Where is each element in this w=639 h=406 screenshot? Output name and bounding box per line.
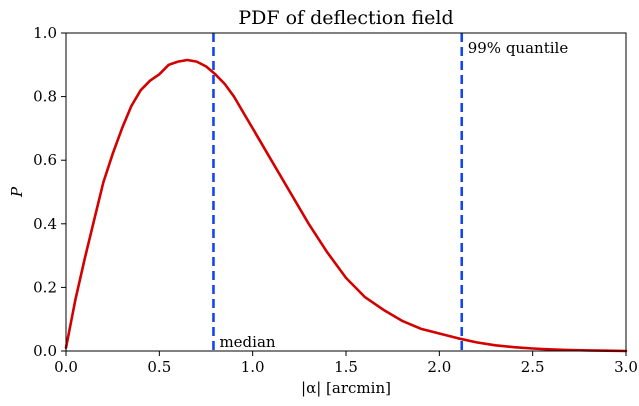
- y-tick-label-1: 0.2: [33, 278, 57, 296]
- chart-title: PDF of deflection field: [238, 7, 453, 29]
- x-tick-label-4: 2.0: [427, 358, 451, 376]
- y-tick-label-4: 0.8: [33, 88, 57, 106]
- x-tick-label-5: 2.5: [521, 358, 545, 376]
- x-tick-label-2: 1.0: [241, 358, 265, 376]
- vline-label-1: 99% quantile: [468, 39, 569, 57]
- x-tick-label-3: 1.5: [334, 358, 358, 376]
- y-tick-label-2: 0.4: [33, 215, 57, 233]
- y-tick-label-0: 0.0: [33, 342, 57, 360]
- series-line-0: [64, 58, 628, 353]
- y-tick-label-3: 0.6: [33, 151, 57, 169]
- vline-label-0: median: [219, 333, 275, 351]
- x-tick-label-1: 0.5: [147, 358, 171, 376]
- x-axis-label: |α| [arcmin]: [301, 379, 391, 397]
- y-axis-label: P: [8, 186, 26, 198]
- x-tick-label-0: 0.0: [54, 358, 78, 376]
- y-tick-label-5: 1.0: [33, 24, 57, 42]
- x-tick-label-6: 3.0: [614, 358, 638, 376]
